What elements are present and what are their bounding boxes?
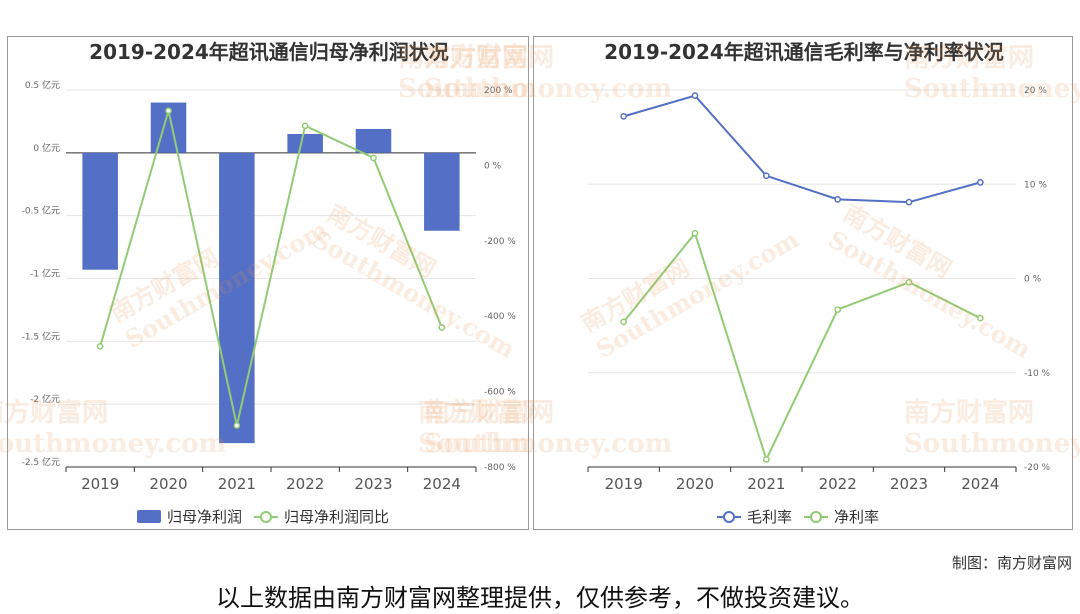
legend-swatch bbox=[137, 510, 161, 523]
disclaimer-text: 以上数据由南方财富网整理提供，仅供参考，不做投资建议。 bbox=[216, 584, 864, 612]
bar bbox=[82, 152, 118, 270]
data-point bbox=[691, 92, 699, 100]
chart-credit: 制图：南方财富网 bbox=[951, 554, 1072, 572]
margin-chart: 2019-2024年超讯通信毛利率与净利率状况 20 % 10 % 0 % -10 % -… bbox=[587, 40, 1051, 526]
bar bbox=[355, 128, 392, 153]
data-point bbox=[976, 314, 984, 322]
x-tick-label: 2024 bbox=[961, 475, 999, 493]
x-tick-label: 2020 bbox=[676, 475, 714, 493]
y-left-tick-label: -1 亿元 bbox=[30, 268, 60, 280]
x-tick-label: 2023 bbox=[354, 475, 392, 493]
y-right-tick-label: 10 % bbox=[1024, 180, 1047, 190]
net-profit-chart: 2019-2024年超讯通信归母净利润状况 0.5 亿元 0 亿元 -0.5 亿元 -1… bbox=[22, 40, 517, 526]
x-tick-label: 2021 bbox=[218, 475, 256, 493]
y-left-tick-label: -2 亿元 bbox=[30, 393, 60, 405]
x-tick-label: 2020 bbox=[149, 475, 187, 493]
data-point bbox=[905, 198, 913, 206]
data-point bbox=[301, 122, 309, 130]
x-tick-label: 2021 bbox=[747, 475, 785, 493]
data-point bbox=[834, 195, 842, 203]
legend-swatch-marker bbox=[723, 511, 735, 523]
y-right-tick-label: 20 % bbox=[1024, 86, 1047, 96]
y-right-tick-label: 0 % bbox=[484, 161, 502, 171]
y-right-tick-label: 200 % bbox=[484, 86, 513, 96]
x-tick-label: 2022 bbox=[286, 475, 324, 493]
y-right-tick-label: -20 % bbox=[1024, 463, 1051, 473]
data-point bbox=[620, 113, 628, 120]
y-right-tick-label: -400 % bbox=[484, 312, 516, 322]
y-right-tick-label: 0 % bbox=[1024, 275, 1042, 285]
legend-label: 归母净利润同比 bbox=[284, 508, 389, 526]
legend-swatch-marker bbox=[260, 511, 272, 523]
bar bbox=[424, 152, 460, 231]
legend-label: 毛利率 bbox=[747, 508, 792, 526]
y-left-tick-label: -0.5 亿元 bbox=[22, 205, 60, 217]
data-point bbox=[905, 278, 913, 286]
data-point bbox=[834, 306, 842, 313]
y-right-tick-label: -10 % bbox=[1024, 369, 1051, 379]
x-tick-label: 2019 bbox=[81, 475, 119, 493]
data-point bbox=[438, 324, 446, 331]
series-line bbox=[623, 94, 981, 204]
y-right-tick-label: -600 % bbox=[484, 388, 516, 398]
chart-title: 2019-2024年超讯通信归母净利润状况 bbox=[89, 40, 449, 64]
x-tick-label: 2023 bbox=[890, 475, 928, 493]
chart-panel-net-profit: 2019-2024年超讯通信归母净利润状况 0.5 亿元 0 亿元 -0.5 亿元 -1… bbox=[0, 36, 666, 530]
data-point bbox=[96, 343, 104, 350]
y-left-tick-label: 0 亿元 bbox=[33, 142, 60, 154]
x-tick-label: 2022 bbox=[819, 475, 857, 493]
legend-label: 净利率 bbox=[834, 508, 879, 526]
y-left-tick-label: -1.5 亿元 bbox=[22, 330, 60, 342]
data-point bbox=[233, 422, 241, 429]
y-left-tick-label: -2.5 亿元 bbox=[22, 456, 60, 468]
bar bbox=[287, 133, 323, 153]
y-right-tick-label: -200 % bbox=[484, 237, 516, 247]
data-point bbox=[762, 172, 770, 180]
legend-swatch-marker bbox=[810, 511, 822, 523]
series-line bbox=[99, 110, 443, 426]
data-point bbox=[976, 179, 984, 186]
data-point bbox=[691, 229, 699, 237]
bar bbox=[219, 152, 255, 444]
data-point bbox=[370, 154, 377, 162]
data-point bbox=[620, 318, 628, 326]
chart-title: 2019-2024年超讯通信毛利率与净利率状况 bbox=[604, 40, 1004, 64]
x-tick-label: 2024 bbox=[423, 475, 461, 493]
x-tick-label: 2019 bbox=[605, 475, 643, 493]
data-point bbox=[762, 456, 770, 463]
data-point bbox=[165, 107, 172, 115]
y-right-tick-label: -800 % bbox=[484, 463, 516, 473]
y-left-tick-label: 0.5 亿元 bbox=[25, 79, 60, 91]
chart-panel-margins: 2019-2024年超讯通信毛利率与净利率状况 20 % 10 % 0 % -10 % -… bbox=[424, 36, 1080, 530]
legend-label: 归母净利润 bbox=[167, 508, 242, 526]
series-line bbox=[622, 231, 981, 463]
